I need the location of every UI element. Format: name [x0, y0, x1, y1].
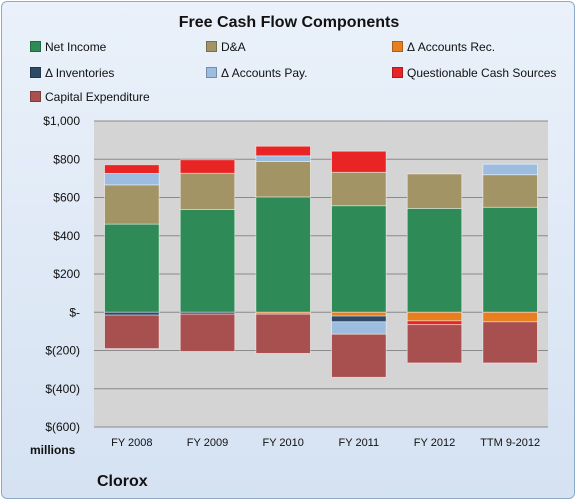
bar-segment: [482, 206, 538, 313]
bar-segment: [482, 163, 538, 176]
chart-title: Free Cash Flow Components: [178, 14, 400, 31]
legend-label: Questionable Cash Sources: [407, 66, 557, 80]
y-tick-label: $1,000: [43, 114, 80, 128]
bar-segment: [255, 155, 311, 162]
bar-segment: [482, 174, 538, 208]
legend-label: D&A: [221, 40, 246, 54]
bar-segment: [104, 223, 160, 313]
legend-label: Δ Accounts Pay.: [221, 66, 308, 80]
legend-label: Δ Inventories: [45, 66, 115, 80]
bar-segment: [482, 321, 538, 364]
y-tick-label: $(200): [45, 344, 80, 358]
bar-segment: [255, 313, 311, 354]
legend-swatch: [206, 67, 217, 78]
legend-swatch: [392, 41, 403, 52]
bar-segment: [406, 320, 463, 326]
bar-segment: [104, 311, 160, 316]
bar-segment: [331, 321, 387, 335]
legend-swatch: [30, 41, 41, 52]
bar-segment: [331, 311, 387, 317]
legend-label: Net Income: [45, 40, 107, 54]
bar-segment: [406, 208, 463, 313]
bar-segment: [331, 150, 387, 173]
legend-item: Questionable Cash Sources: [392, 66, 556, 80]
legend-item: Δ Inventories: [30, 66, 114, 80]
legend-item: Net Income: [30, 40, 106, 54]
y-tick-label: $600: [53, 191, 80, 205]
bar-segment: [255, 196, 311, 313]
x-tick-label: FY 2010: [262, 437, 303, 449]
bar-segment: [406, 311, 463, 322]
legend-swatch: [30, 67, 41, 78]
x-tick-label: FY 2008: [111, 437, 152, 449]
bar-segment: [406, 324, 463, 364]
x-tick-label: TTM 9-2012: [480, 437, 540, 449]
y-tick-label: $400: [53, 229, 80, 243]
bar-segment: [104, 184, 160, 225]
bar-segment: [179, 172, 236, 210]
bar-segment: [331, 171, 387, 207]
bar-segment: [179, 209, 236, 313]
bar-segment: [255, 161, 311, 198]
bar-segment: [179, 313, 236, 352]
bar-segment: [406, 173, 463, 209]
legend-item: D&A: [206, 40, 246, 54]
y-tick-label: $200: [53, 267, 80, 281]
bar-segment: [104, 173, 160, 186]
y-tick-label: $800: [53, 152, 80, 166]
legend-item: Δ Accounts Rec.: [392, 40, 495, 54]
x-tick-label: FY 2011: [339, 437, 380, 449]
bar-segment: [255, 145, 311, 157]
bar-segment: [104, 314, 160, 349]
bar-segment: [331, 333, 387, 378]
y-unit-label: millions: [30, 443, 76, 457]
legend-label: Δ Accounts Rec.: [407, 40, 496, 54]
bar-segment: [179, 159, 236, 174]
legend-label: Capital Expenditure: [45, 90, 150, 104]
x-tick-label: FY 2009: [187, 437, 228, 449]
y-tick-label: $(600): [45, 420, 80, 434]
bar-segment: [482, 311, 538, 323]
bar-segment: [104, 164, 160, 174]
company-name: Clorox: [97, 473, 148, 490]
legend-item: Δ Accounts Pay.: [206, 66, 308, 80]
x-tick-label: FY 2012: [414, 437, 455, 449]
bar-segment: [331, 315, 387, 323]
legend-swatch: [392, 67, 403, 78]
legend-swatch: [206, 41, 217, 52]
y-tick-label: $-: [69, 305, 80, 319]
legend-item: Capital Expenditure: [30, 90, 150, 104]
y-tick-label: $(400): [45, 382, 80, 396]
legend-swatch: [30, 91, 41, 102]
bar-segment: [331, 205, 387, 313]
